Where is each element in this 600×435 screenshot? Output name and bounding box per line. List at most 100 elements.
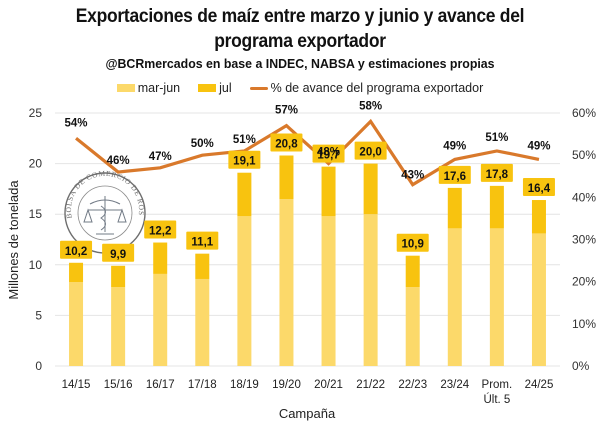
bar-jul bbox=[405, 255, 420, 288]
total-label-bg bbox=[144, 220, 177, 239]
bar-jul bbox=[447, 187, 462, 229]
total-label: 19,7 bbox=[317, 150, 339, 162]
x-tick-label: 17/18 bbox=[188, 379, 217, 391]
bar-jul bbox=[195, 253, 210, 279]
bar-mar-jun bbox=[531, 233, 546, 366]
progress-line-path bbox=[75, 118, 540, 187]
y-tick-label: 25 bbox=[29, 106, 43, 120]
y2-tick-label: 60% bbox=[572, 106, 596, 120]
total-label: 17,6 bbox=[444, 171, 466, 183]
total-label: 19,1 bbox=[233, 156, 256, 168]
chart-title-line-2: programa exportador bbox=[214, 31, 386, 52]
pct-label: 50% bbox=[191, 138, 214, 150]
bar-jul bbox=[279, 155, 294, 200]
total-label-bg bbox=[522, 178, 555, 197]
bar-mar-jun bbox=[195, 278, 210, 366]
total-label-bg bbox=[354, 141, 387, 160]
y-tick-label: 20 bbox=[29, 157, 43, 171]
y2-tick-label: 30% bbox=[572, 233, 596, 247]
pct-label: 46% bbox=[107, 155, 130, 167]
y-axis-title: Millones de tonelada bbox=[6, 180, 21, 300]
x-tick-label: 15/16 bbox=[104, 379, 133, 391]
bar-mar-jun bbox=[111, 287, 126, 366]
pct-label: 58% bbox=[359, 100, 382, 112]
bar-mar-jun bbox=[153, 273, 168, 366]
bar-mar-jun bbox=[363, 214, 378, 366]
total-label: 20,8 bbox=[275, 139, 298, 151]
bar-mar-jun bbox=[405, 287, 420, 366]
total-label-bg bbox=[186, 231, 219, 250]
x-tick-label: 23/24 bbox=[440, 379, 469, 391]
total-label-bg bbox=[312, 144, 345, 163]
bar-jul bbox=[363, 163, 378, 215]
legend-swatch-jul bbox=[198, 84, 217, 92]
caduceus-scales-icon bbox=[83, 196, 127, 235]
axes: 0 5 10 15 20 25 0% 10% 20% 30% 40% 50% 60% 14/15 15/16… bbox=[29, 106, 597, 406]
y2-tick-label: 50% bbox=[572, 148, 596, 162]
x-tick-label: 20/21 bbox=[314, 379, 343, 391]
x-tick-label: 21/22 bbox=[356, 379, 385, 391]
bar-jul bbox=[111, 265, 126, 288]
y2-tick-label: 40% bbox=[572, 190, 596, 204]
total-label: 17,8 bbox=[486, 169, 509, 181]
progress-line bbox=[75, 118, 540, 187]
bar-jul bbox=[531, 200, 546, 234]
bar-mar-jun bbox=[489, 228, 504, 366]
chart-subtitle: @BCRmercados en base a INDEC, NABSA y es… bbox=[105, 56, 495, 71]
total-label-bg bbox=[102, 243, 135, 262]
total-label-bg bbox=[270, 133, 303, 152]
bar-jul bbox=[489, 185, 504, 229]
legend-item-jul: jul bbox=[198, 81, 232, 95]
x-tick-label: 18/19 bbox=[230, 379, 259, 391]
gridlines bbox=[55, 112, 560, 367]
bar-jul bbox=[321, 166, 336, 217]
x-tick-label: 16/17 bbox=[146, 379, 175, 391]
pct-label: 54% bbox=[65, 117, 88, 129]
total-label: 20,0 bbox=[359, 147, 381, 159]
total-label-bg bbox=[438, 165, 471, 184]
bar-jul bbox=[69, 262, 84, 283]
y-tick-label: 15 bbox=[29, 207, 43, 221]
x-axis-title: Campaña bbox=[279, 406, 336, 421]
bar-mar-jun bbox=[447, 228, 462, 366]
total-label-bg bbox=[396, 233, 429, 252]
x-tick-label: 14/15 bbox=[62, 379, 91, 391]
total-label-bg bbox=[60, 240, 93, 259]
total-label: 9,9 bbox=[110, 249, 126, 261]
y-tick-label: 0 bbox=[35, 359, 42, 373]
bar-mar-jun bbox=[321, 216, 336, 366]
pct-label: 51% bbox=[485, 132, 508, 144]
bar-jul bbox=[153, 242, 168, 274]
x-tick-label: 19/20 bbox=[272, 379, 301, 391]
legend-item-avance: % de avance del programa exportador bbox=[249, 81, 483, 95]
chart-title-line-1: Exportaciones de maíz entre marzo y juni… bbox=[75, 6, 525, 27]
bar-mar-jun bbox=[69, 282, 84, 366]
total-label-bg bbox=[480, 163, 513, 182]
logo-inner-ring-icon bbox=[77, 185, 133, 241]
legend-item-mar-jun: mar-jun bbox=[116, 81, 181, 95]
pct-label: 43% bbox=[401, 170, 424, 182]
x-tick-label: Prom. bbox=[482, 379, 513, 391]
total-label: 10,9 bbox=[402, 239, 424, 251]
legend-swatch-avance bbox=[249, 86, 268, 90]
total-label: 16,4 bbox=[528, 183, 551, 195]
legend: mar-jun jul % de avance del programa exp… bbox=[0, 81, 600, 95]
pct-label: 47% bbox=[149, 151, 172, 163]
total-label: 12,2 bbox=[149, 226, 171, 238]
total-label: 11,1 bbox=[191, 237, 213, 249]
legend-swatch-mar-jun bbox=[116, 84, 135, 92]
bar-mar-jun bbox=[279, 199, 294, 366]
data-labels: 10,2 54% 9,9 46% 12,2 47% 11,1 50% 19,1 51% 20,8 57… bbox=[60, 100, 555, 262]
bar-jul bbox=[237, 172, 252, 217]
y2-tick-label: 10% bbox=[572, 317, 596, 331]
bar-mar-jun bbox=[237, 216, 252, 366]
x-tick-label: 22/23 bbox=[398, 379, 427, 391]
bars bbox=[69, 155, 546, 366]
pct-label: 49% bbox=[527, 140, 550, 152]
total-label-bg bbox=[228, 150, 261, 169]
pct-label: 49% bbox=[443, 140, 466, 152]
pct-label: 57% bbox=[275, 105, 298, 117]
legend-label-mar-jun: mar-jun bbox=[137, 81, 181, 95]
y2-tick-label: 0% bbox=[572, 359, 590, 373]
